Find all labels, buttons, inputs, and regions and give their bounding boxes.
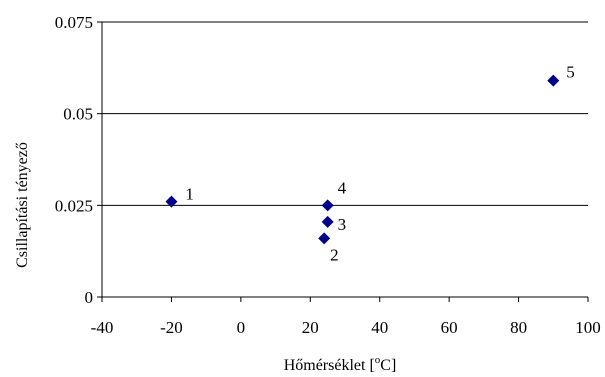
- data-point-marker: [318, 232, 331, 245]
- y-axis-ticks: 0 0.025 0.05 0.075: [55, 13, 102, 307]
- x-tick-label: 100: [575, 318, 601, 337]
- data-point-label: 5: [566, 63, 575, 82]
- y-tick-label: 0: [85, 288, 94, 307]
- x-tick-label: 80: [510, 318, 527, 337]
- data-point-label: 4: [338, 178, 347, 197]
- y-tick-label: 0.05: [63, 105, 93, 124]
- y-tick-label: 0.025: [55, 196, 93, 215]
- data-point-marker: [321, 199, 334, 212]
- gridlines: [102, 21, 588, 206]
- data-point-marker: [547, 74, 560, 87]
- x-axis-ticks: -40 -20 0 20 40 60 80 100: [91, 297, 601, 337]
- data-point-label: 2: [330, 245, 339, 264]
- data-point-marker: [321, 215, 334, 228]
- data-point-marker: [165, 195, 178, 208]
- x-axis-title: Hőmérséklet [oC]: [284, 354, 397, 374]
- x-tick-label: 40: [371, 318, 388, 337]
- x-tick-label: -20: [160, 318, 183, 337]
- y-tick-label: 0.075: [55, 13, 93, 32]
- x-tick-label: 60: [441, 318, 458, 337]
- data-points: 1 2 3 4 5: [165, 63, 575, 264]
- data-point-label: 1: [185, 185, 194, 204]
- x-tick-label: 20: [302, 318, 319, 337]
- y-axis-title: Csillapítási tényező: [14, 142, 31, 268]
- x-tick-label: 0: [237, 318, 246, 337]
- data-point-label: 3: [338, 215, 347, 234]
- x-tick-label: -40: [91, 318, 114, 337]
- axes: [101, 22, 588, 298]
